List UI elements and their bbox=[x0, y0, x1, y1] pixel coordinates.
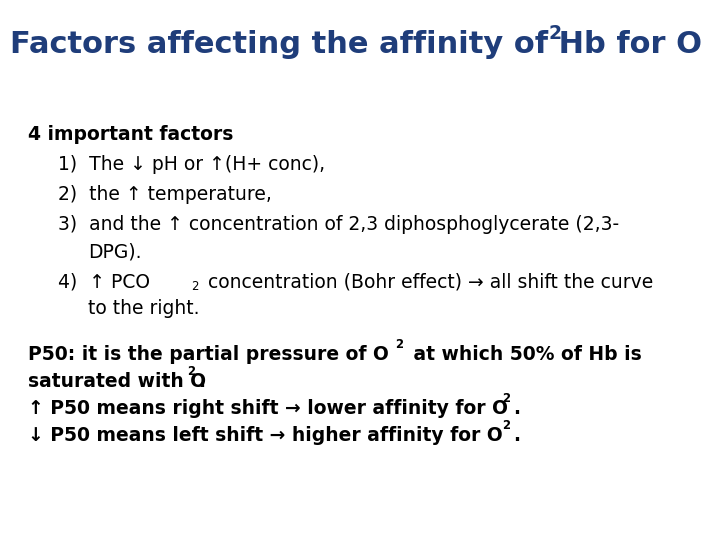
Text: Factors affecting the affinity of Hb for O: Factors affecting the affinity of Hb for… bbox=[10, 30, 702, 59]
Text: P50: it is the partial pressure of O: P50: it is the partial pressure of O bbox=[28, 345, 389, 364]
Text: .: . bbox=[198, 372, 205, 391]
Text: 2: 2 bbox=[502, 419, 510, 432]
Text: to the right.: to the right. bbox=[88, 299, 199, 318]
Text: 2)  the ↑ temperature,: 2) the ↑ temperature, bbox=[58, 185, 272, 204]
Text: .: . bbox=[513, 426, 520, 445]
Text: 4)  ↑ PCO: 4) ↑ PCO bbox=[58, 272, 150, 291]
Text: 2: 2 bbox=[395, 338, 403, 351]
Text: ↓ P50 means left shift → higher affinity for O: ↓ P50 means left shift → higher affinity… bbox=[28, 426, 503, 445]
Text: 2: 2 bbox=[187, 365, 195, 378]
Text: 1)  The ↓ pH or ↑(H+ conc),: 1) The ↓ pH or ↑(H+ conc), bbox=[58, 155, 325, 174]
Text: 2: 2 bbox=[548, 24, 561, 43]
Text: 3)  and the ↑ concentration of 2,3 diphosphoglycerate (2,3-: 3) and the ↑ concentration of 2,3 diphos… bbox=[58, 215, 619, 234]
Text: at which 50% of Hb is: at which 50% of Hb is bbox=[407, 345, 642, 364]
Text: concentration (Bohr effect) → all shift the curve: concentration (Bohr effect) → all shift … bbox=[202, 272, 653, 291]
Text: 2: 2 bbox=[502, 392, 510, 405]
Text: 4 important factors: 4 important factors bbox=[28, 125, 233, 144]
Text: .: . bbox=[513, 399, 520, 418]
Text: DPG).: DPG). bbox=[88, 242, 142, 261]
Text: saturated with O: saturated with O bbox=[28, 372, 206, 391]
Text: ↑ P50 means right shift → lower affinity for O: ↑ P50 means right shift → lower affinity… bbox=[28, 399, 508, 418]
Text: 2: 2 bbox=[191, 280, 199, 293]
